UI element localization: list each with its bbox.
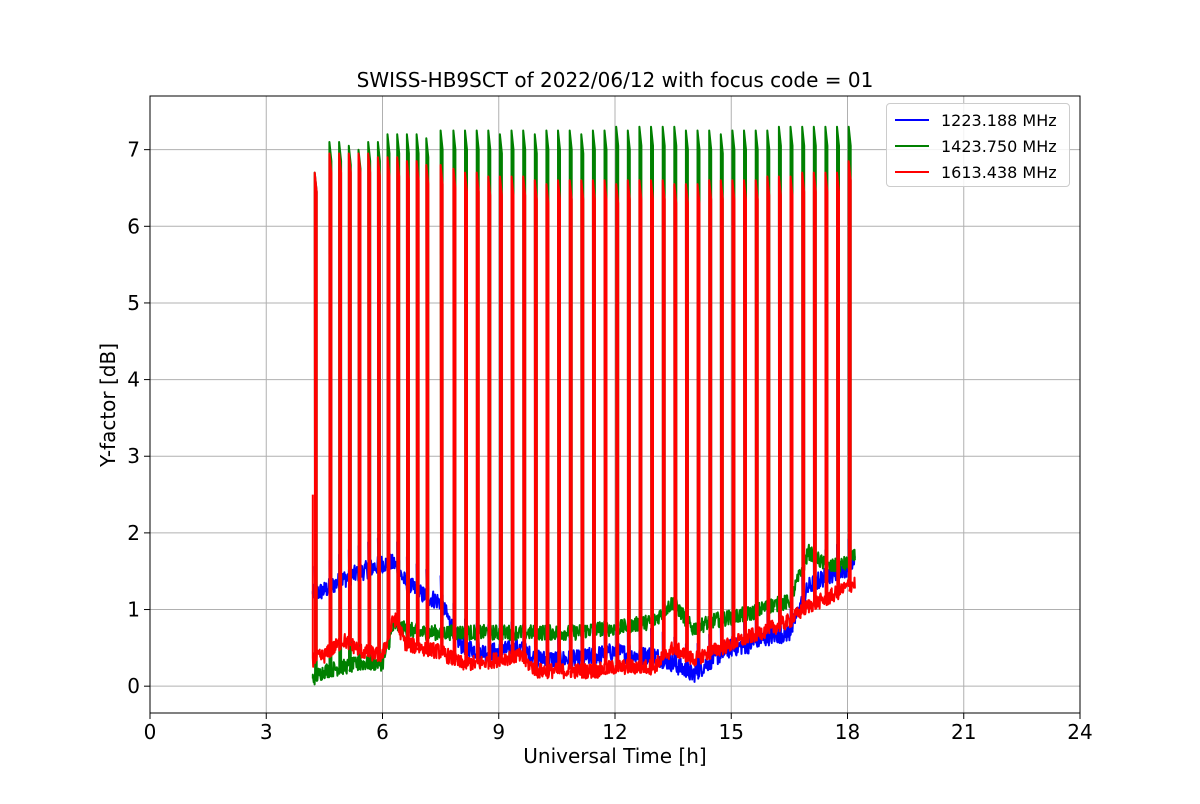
grid: [149, 96, 1081, 713]
x-tick-label: 15: [719, 720, 744, 744]
legend-entry-1613: 1613.438 MHz: [895, 162, 1057, 182]
y-tick-label: 4: [127, 368, 140, 392]
y-tick-label: 5: [127, 291, 140, 315]
y-tick-label: 0: [127, 674, 140, 698]
y-axis-label: Y-factor [dB]: [96, 342, 120, 468]
x-tick-label: 21: [951, 720, 976, 744]
y-tick-label: 6: [127, 214, 140, 238]
legend: 1223.188 MHz 1423.750 MHz 1613.438 MHz: [886, 103, 1070, 187]
x-tick-label: 24: [1067, 720, 1092, 744]
x-tick-label: 9: [492, 720, 505, 744]
legend-label: 1423.750 MHz: [941, 136, 1057, 156]
legend-swatch-green: [895, 145, 929, 147]
legend-label: 1223.188 MHz: [941, 110, 1057, 130]
y-tick-label: 2: [127, 521, 140, 545]
y-tick-label: 3: [127, 444, 140, 468]
legend-swatch-blue: [895, 119, 929, 121]
y-tick-label: 1: [127, 598, 140, 622]
legend-swatch-red: [895, 171, 929, 173]
legend-label: 1613.438 MHz: [941, 162, 1057, 182]
x-tick-label: 18: [835, 720, 860, 744]
legend-entry-1223: 1223.188 MHz: [895, 110, 1057, 130]
x-tick-label: 3: [260, 720, 273, 744]
x-tick-label: 6: [376, 720, 389, 744]
series-lines: [311, 125, 856, 686]
y-tick-label: 7: [127, 138, 140, 162]
legend-entry-1423: 1423.750 MHz: [895, 136, 1057, 156]
x-axis-label: Universal Time [h]: [523, 744, 707, 768]
x-tick-label: 0: [144, 720, 157, 744]
series-line-3: [311, 152, 856, 680]
x-tick-label: 12: [602, 720, 627, 744]
chart-title: SWISS-HB9SCT of 2022/06/12 with focus co…: [356, 68, 874, 92]
